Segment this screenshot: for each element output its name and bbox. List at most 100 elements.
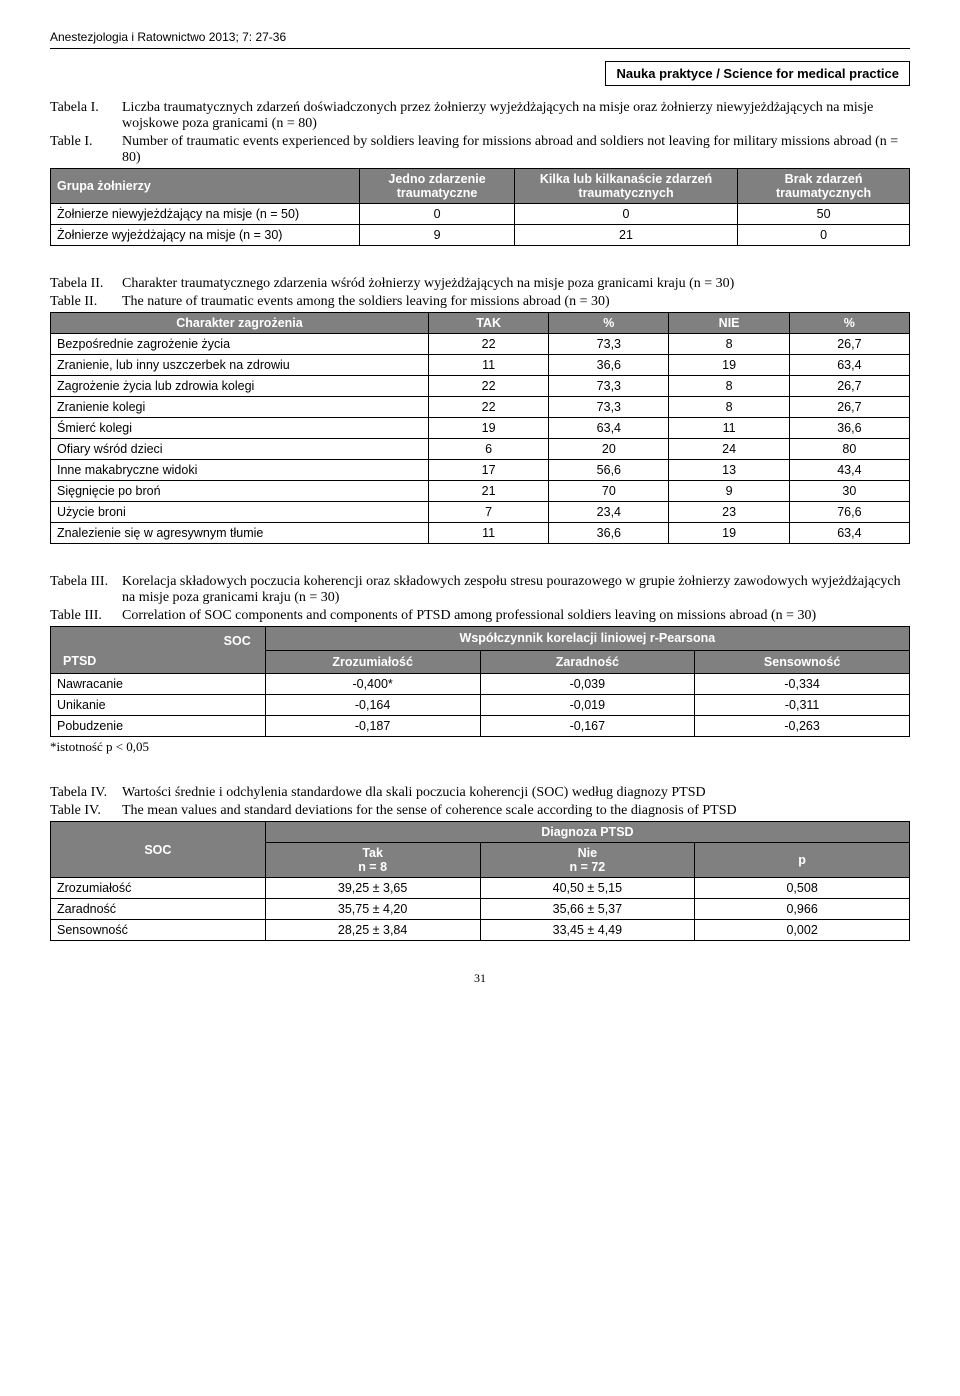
cell: 0,966 <box>695 899 910 920</box>
table-row: Śmierć kolegi1963,41136,6 <box>51 418 910 439</box>
cell: 73,3 <box>549 397 669 418</box>
cell: 21 <box>514 225 737 246</box>
table4-h3: p <box>695 843 910 878</box>
caption-text: Number of traumatic events experienced b… <box>122 134 910 166</box>
cell: Żołnierze wyjeżdżający na misje (n = 30) <box>51 225 360 246</box>
table2-h1: TAK <box>428 313 548 334</box>
cell: 24 <box>669 439 789 460</box>
corner-soc: SOC <box>224 634 251 648</box>
table3-h3: Sensowność <box>695 650 910 674</box>
cell: 20 <box>549 439 669 460</box>
cell: Sięgnięcie po broń <box>51 481 429 502</box>
cell: 8 <box>669 376 789 397</box>
cell: 40,50 ± 5,15 <box>480 878 695 899</box>
table1-h0: Grupa żołnierzy <box>51 169 360 204</box>
cell: 56,6 <box>549 460 669 481</box>
cell: 36,6 <box>789 418 909 439</box>
cell: 23 <box>669 502 789 523</box>
corner-ptsd: PTSD <box>63 654 96 668</box>
cell: 19 <box>428 418 548 439</box>
cell: 39,25 ± 3,65 <box>265 878 480 899</box>
table4: SOC Diagnoza PTSD Tak n = 8 Nie n = 72 p… <box>50 821 910 941</box>
caption-text: Liczba traumatycznych zdarzeń doświadczo… <box>122 100 910 132</box>
col-sub: n = 8 <box>358 860 387 874</box>
table3-h1: Zrozumiałość <box>265 650 480 674</box>
table-row: Unikanie -0,164 -0,019 -0,311 <box>51 695 910 716</box>
table-row: Zagrożenie życia lub zdrowia kolegi2273,… <box>51 376 910 397</box>
caption-text: Charakter traumatycznego zdarzenia wśród… <box>122 276 910 292</box>
cell: Zrozumiałość <box>51 878 266 899</box>
table1: Grupa żołnierzy Jedno zdarzenie traumaty… <box>50 168 910 246</box>
cell: -0,263 <box>695 716 910 737</box>
caption-label: Table IV. <box>50 803 122 819</box>
caption-label: Table II. <box>50 294 122 310</box>
cell: 0 <box>738 225 910 246</box>
cell: 80 <box>789 439 909 460</box>
cell: 35,66 ± 5,37 <box>480 899 695 920</box>
cell: 6 <box>428 439 548 460</box>
cell: 11 <box>669 418 789 439</box>
cell: 26,7 <box>789 397 909 418</box>
table-row: Nawracanie -0,400* -0,039 -0,334 <box>51 674 910 695</box>
cell: 0,002 <box>695 920 910 941</box>
table1-h1: Jedno zdarzenie traumatyczne <box>360 169 515 204</box>
table1-caption-pl: Tabela I. Liczba traumatycznych zdarzeń … <box>50 100 910 132</box>
cell: -0,311 <box>695 695 910 716</box>
table-row: Zrozumiałość 39,25 ± 3,65 40,50 ± 5,15 0… <box>51 878 910 899</box>
cell: 70 <box>549 481 669 502</box>
cell: 19 <box>669 523 789 544</box>
page-number: 31 <box>50 971 910 986</box>
caption-text: Korelacja składowych poczucia koherencji… <box>122 574 910 606</box>
table-row: Użycie broni723,42376,6 <box>51 502 910 523</box>
table2-h2: % <box>549 313 669 334</box>
cell: 17 <box>428 460 548 481</box>
table-row: Inne makabryczne widoki1756,61343,4 <box>51 460 910 481</box>
cell: 28,25 ± 3,84 <box>265 920 480 941</box>
journal-header: Anestezjologia i Ratownictwo 2013; 7: 27… <box>50 30 910 44</box>
cell: 0,508 <box>695 878 910 899</box>
cell: 22 <box>428 397 548 418</box>
table1-h3: Brak zdarzeń traumatycznych <box>738 169 910 204</box>
cell: 36,6 <box>549 523 669 544</box>
cell: 26,7 <box>789 376 909 397</box>
cell: 19 <box>669 355 789 376</box>
table2-h3: NIE <box>669 313 789 334</box>
cell: 0 <box>360 204 515 225</box>
cell: Bezpośrednie zagrożenie życia <box>51 334 429 355</box>
caption-label: Table III. <box>50 608 122 624</box>
cell: 7 <box>428 502 548 523</box>
table2-h4: % <box>789 313 909 334</box>
table2-caption-pl: Tabela II. Charakter traumatycznego zdar… <box>50 276 910 292</box>
cell: Śmierć kolegi <box>51 418 429 439</box>
cell: Inne makabryczne widoki <box>51 460 429 481</box>
cell: Zagrożenie życia lub zdrowia kolegi <box>51 376 429 397</box>
caption-label: Tabela IV. <box>50 785 122 801</box>
cell: 21 <box>428 481 548 502</box>
cell: 35,75 ± 4,20 <box>265 899 480 920</box>
table4-rowheader: SOC <box>51 822 266 878</box>
cell: 36,6 <box>549 355 669 376</box>
table1-h2: Kilka lub kilkanaście zdarzeń traumatycz… <box>514 169 737 204</box>
cell: Zaradność <box>51 899 266 920</box>
cell: 43,4 <box>789 460 909 481</box>
table-row: Bezpośrednie zagrożenie życia2273,3826,7 <box>51 334 910 355</box>
cell: Żołnierze niewyjeżdżający na misje (n = … <box>51 204 360 225</box>
cell: Unikanie <box>51 695 266 716</box>
table1-caption-en: Table I. Number of traumatic events expe… <box>50 134 910 166</box>
caption-label: Tabela I. <box>50 100 122 132</box>
cell: 11 <box>428 523 548 544</box>
cell: 22 <box>428 334 548 355</box>
table-row: Ofiary wśród dzieci6202480 <box>51 439 910 460</box>
cell: Zranienie, lub inny uszczerbek na zdrowi… <box>51 355 429 376</box>
table-row: Żołnierze niewyjeżdżający na misje (n = … <box>51 204 910 225</box>
table-row: Zranienie, lub inny uszczerbek na zdrowi… <box>51 355 910 376</box>
cell: 63,4 <box>789 355 909 376</box>
cell: Użycie broni <box>51 502 429 523</box>
col-label: Tak <box>362 846 383 860</box>
table3-caption-en: Table III. Correlation of SOC components… <box>50 608 910 624</box>
table3-superheader: Współczynnik korelacji liniowej r-Pearso… <box>265 627 909 651</box>
table-row: Sięgnięcie po broń2170930 <box>51 481 910 502</box>
caption-text: The nature of traumatic events among the… <box>122 294 910 310</box>
section-subtitle: Nauka praktyce / Science for medical pra… <box>605 61 910 86</box>
table2-caption-en: Table II. The nature of traumatic events… <box>50 294 910 310</box>
